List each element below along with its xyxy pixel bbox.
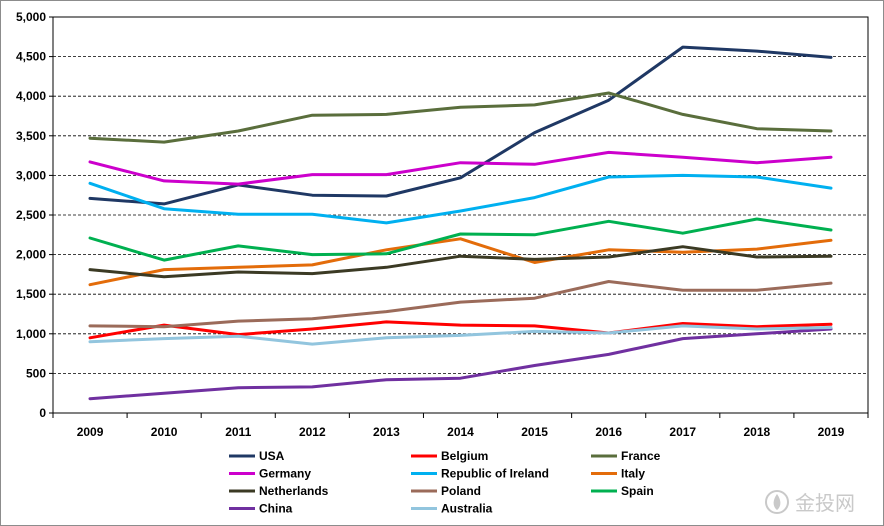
x-tick-label-2018: 2018	[744, 425, 771, 439]
legend-label-spain: Spain	[621, 484, 654, 498]
series-line-china	[88, 327, 833, 401]
y-tick-label-2,500: 2,500	[16, 208, 46, 222]
y-tick-label-1,000: 1,000	[16, 327, 46, 341]
series-line-belgium	[88, 320, 833, 340]
series-lines	[88, 45, 833, 401]
y-tick-label-1,500: 1,500	[16, 287, 46, 301]
x-tick-label-2013: 2013	[373, 425, 400, 439]
legend: USA Belgium France Germany Republic of Irela…	[229, 449, 661, 516]
legend-label-france: France	[621, 449, 661, 463]
x-tick-label-2014: 2014	[447, 425, 474, 439]
y-tick-label-4,000: 4,000	[16, 89, 46, 103]
legend-label-italy: Italy	[621, 467, 645, 481]
series-line-republic-of-ireland	[88, 173, 833, 225]
x-tick-label-2017: 2017	[669, 425, 696, 439]
legend-label-australia: Australia	[441, 502, 493, 516]
x-tick-label-2019: 2019	[818, 425, 845, 439]
x-tick-label-2010: 2010	[151, 425, 178, 439]
series-line-italy	[88, 237, 833, 287]
legend-label-belgium: Belgium	[441, 449, 488, 463]
axes: 0 500 1,000 1,500 2,000 2,500 3,000 3,500 4,000 4…	[16, 10, 869, 439]
series-line-germany	[88, 150, 833, 186]
x-tick-label-2009: 2009	[77, 425, 104, 439]
y-tick-label-0: 0	[39, 406, 46, 420]
x-tick-label-2012: 2012	[299, 425, 326, 439]
legend-label-republic-of-ireland: Republic of Ireland	[441, 467, 549, 481]
gridlines	[53, 16, 868, 374]
y-tick-label-500: 500	[26, 366, 46, 380]
y-tick-label-2,000: 2,000	[16, 248, 46, 262]
legend-label-netherlands: Netherlands	[259, 484, 329, 498]
y-tick-label-3,500: 3,500	[16, 129, 46, 143]
watermark-text: 金投网	[795, 491, 855, 515]
watermark-logo-icon	[765, 490, 789, 514]
y-tick-label-3,000: 3,000	[16, 168, 46, 182]
x-tick-label-2015: 2015	[521, 425, 548, 439]
y-tick-label-4,500: 4,500	[16, 50, 46, 64]
legend-label-china: China	[259, 502, 293, 516]
x-tick-label-2016: 2016	[595, 425, 622, 439]
watermark: 金投网	[765, 490, 855, 515]
legend-label-poland: Poland	[441, 484, 481, 498]
series-line-spain	[88, 217, 833, 262]
series-line-usa	[88, 45, 833, 206]
legend-label-germany: Germany	[259, 467, 311, 481]
series-line-france	[88, 91, 833, 144]
series-line-australia	[88, 324, 833, 346]
x-tick-label-2011: 2011	[225, 425, 251, 439]
legend-label-usa: USA	[259, 449, 285, 463]
y-tick-label-5,000: 5,000	[16, 10, 46, 24]
plot-area-border	[52, 16, 869, 414]
series-line-poland	[88, 280, 833, 329]
watermark-flame-icon	[773, 494, 781, 510]
series-line-netherlands	[88, 245, 833, 279]
